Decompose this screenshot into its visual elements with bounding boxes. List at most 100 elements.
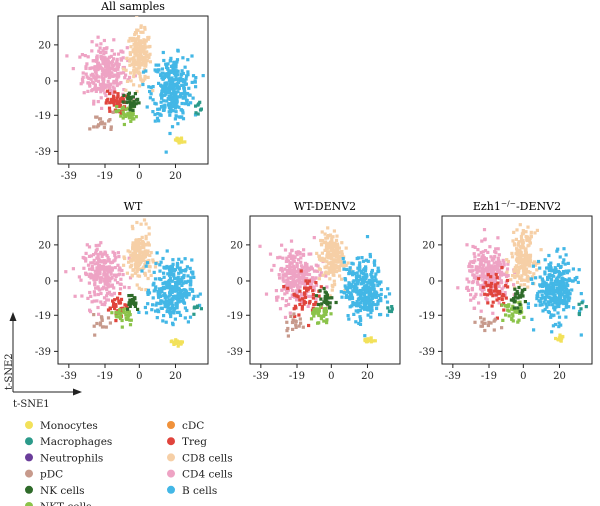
data-point [303, 264, 307, 268]
data-point [555, 297, 559, 301]
data-point [515, 290, 519, 294]
data-point [105, 253, 109, 258]
data-point [492, 261, 496, 265]
data-point [521, 260, 525, 264]
data-point [482, 263, 486, 267]
data-point [502, 263, 506, 267]
data-point [127, 294, 131, 298]
data-point [142, 218, 147, 222]
data-point [481, 283, 485, 287]
data-point [307, 323, 311, 328]
data-point [106, 97, 110, 101]
data-point [64, 270, 68, 274]
data-point [505, 270, 509, 274]
data-point [104, 265, 108, 269]
data-point [128, 59, 132, 63]
data-point [141, 30, 145, 34]
data-point [314, 276, 318, 280]
data-point [127, 96, 131, 100]
data-point [558, 280, 562, 285]
data-point [135, 16, 139, 17]
data-point [320, 256, 324, 260]
data-point [137, 246, 141, 250]
data-point [82, 266, 86, 270]
data-point [513, 274, 517, 278]
data-point [91, 261, 95, 265]
data-point [361, 297, 365, 301]
x-tick-label: 20 [553, 371, 566, 382]
data-point [176, 90, 180, 94]
data-point [362, 279, 366, 283]
data-point [580, 301, 584, 305]
data-point [315, 269, 320, 273]
data-point [132, 71, 136, 76]
data-point [510, 312, 514, 316]
data-point [176, 49, 180, 53]
data-point [129, 79, 133, 83]
data-point [472, 252, 476, 256]
data-point [161, 50, 165, 55]
data-point [169, 56, 173, 60]
data-point [126, 316, 130, 321]
data-point [528, 239, 532, 243]
data-point [180, 83, 184, 87]
data-point [131, 110, 135, 114]
data-point [137, 70, 141, 74]
data-point [350, 283, 354, 287]
data-point [104, 325, 108, 329]
data-point [504, 284, 508, 288]
data-point [133, 250, 137, 254]
data-point [153, 277, 158, 281]
data-point [328, 301, 332, 305]
data-point [546, 295, 550, 299]
data-point [456, 286, 460, 290]
data-point [132, 268, 136, 272]
data-point [137, 35, 141, 39]
data-point [554, 279, 558, 284]
data-point [474, 277, 478, 281]
data-point [287, 284, 291, 288]
data-point [96, 65, 100, 69]
data-point [92, 324, 96, 328]
data-point [351, 284, 355, 289]
data-point [309, 285, 313, 290]
data-point [178, 313, 183, 317]
data-point [112, 52, 116, 56]
data-point [96, 261, 100, 265]
data-point [505, 267, 510, 271]
data-point [332, 263, 336, 267]
data-point [150, 308, 154, 312]
data-point [127, 256, 131, 260]
data-point [297, 273, 301, 277]
data-point [356, 256, 361, 260]
legend-marker [25, 469, 33, 478]
data-point [139, 77, 143, 81]
data-point [291, 280, 295, 284]
data-point [477, 258, 481, 262]
data-point [564, 305, 568, 309]
data-point [164, 65, 169, 70]
data-point [115, 73, 119, 77]
data-point [301, 265, 305, 270]
data-point [130, 39, 134, 43]
data-point [497, 259, 501, 263]
data-point [284, 299, 288, 303]
data-point [147, 85, 151, 89]
data-point [189, 101, 193, 105]
data-point [363, 302, 367, 306]
data-point [366, 313, 370, 317]
data-point [115, 82, 120, 86]
data-point [540, 303, 544, 307]
data-point [111, 59, 115, 63]
data-point [558, 295, 562, 299]
data-point [509, 298, 513, 302]
data-point [180, 140, 184, 144]
data-point [108, 89, 112, 93]
data-point [290, 272, 294, 276]
data-point [472, 273, 476, 277]
data-point [168, 269, 172, 273]
data-point [334, 251, 338, 255]
data-point [512, 306, 516, 310]
data-point [183, 306, 187, 310]
